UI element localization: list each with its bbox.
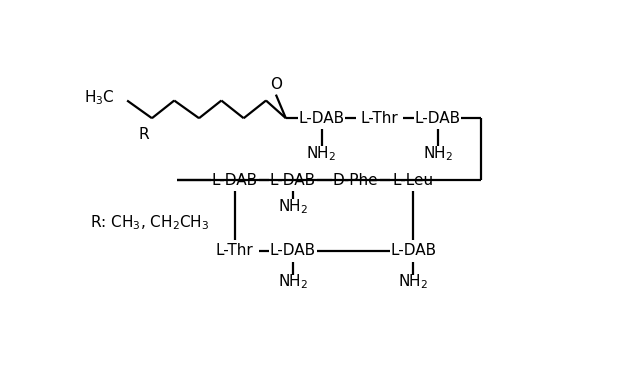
Text: NH$_2$: NH$_2$ [422,144,452,163]
Text: L-DAB: L-DAB [269,173,316,188]
Text: R: R [138,127,149,142]
Text: O: O [270,77,282,92]
Text: L-DAB: L-DAB [415,111,461,126]
Text: NH$_2$: NH$_2$ [398,273,428,291]
Text: L-DAB: L-DAB [390,244,436,259]
Text: L-DAB: L-DAB [269,244,316,259]
Text: H$_3$C: H$_3$C [84,88,115,107]
Text: L-DAB: L-DAB [212,173,258,188]
Text: D-Phe: D-Phe [333,173,379,188]
Text: NH$_2$: NH$_2$ [278,197,308,216]
Text: NH$_2$: NH$_2$ [278,273,308,291]
Text: L-DAB: L-DAB [298,111,344,126]
Text: L-Thr: L-Thr [361,111,399,126]
Text: L-Leu: L-Leu [393,173,434,188]
Text: R: CH$_3$, CH$_2$CH$_3$: R: CH$_3$, CH$_2$CH$_3$ [90,214,209,232]
Text: L-Thr: L-Thr [216,244,253,259]
Text: NH$_2$: NH$_2$ [307,144,337,163]
